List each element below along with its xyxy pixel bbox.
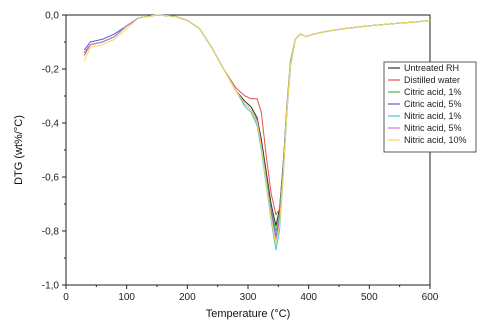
legend-label: Citric acid, 5% [404,99,462,109]
x-axis-title: Temperature (°C) [206,308,290,320]
series-line-2 [83,14,431,216]
x-tick-label: 100 [118,292,135,303]
y-tick-label: -1,0 [42,281,60,292]
y-tick-label: 0,0 [45,11,59,22]
x-tick-label: 600 [422,292,439,303]
series-layer [83,14,431,251]
series-line-7 [83,14,431,245]
x-tick-label: 0 [63,292,69,303]
x-tick-label: 200 [179,292,196,303]
legend-label: Distilled water [404,75,460,85]
y-tick-label: -0,8 [42,227,60,238]
legend-label: Nitric acid, 1% [404,111,462,121]
y-tick-label: -0,2 [42,65,60,76]
legend-label: Nitric acid, 5% [404,123,462,133]
axes: 0 100 200 300 400 500 600 0,0 -0,2 -0,4 -0,6 -0,8 -1… [42,11,439,304]
y-tick-label: -0,6 [42,173,60,184]
legend-label: Citric acid, 1% [404,87,462,97]
x-tick-label: 500 [361,292,378,303]
legend-box [383,61,477,153]
legend-label: Nitric acid, 10% [404,135,467,145]
legend-label: Untreated RH [404,63,459,73]
x-tick-label: 300 [240,292,257,303]
plot-frame [65,14,431,286]
legend: Untreated RH Distilled water Citric acid, … [383,61,477,153]
y-axis-title: DTG (wt%/°C) [13,115,25,185]
y-tick-label: -0,4 [42,119,60,130]
series-line-5 [83,14,431,251]
x-tick-label: 400 [300,292,317,303]
